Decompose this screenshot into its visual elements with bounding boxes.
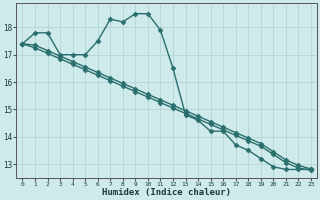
X-axis label: Humidex (Indice chaleur): Humidex (Indice chaleur) — [102, 188, 231, 197]
